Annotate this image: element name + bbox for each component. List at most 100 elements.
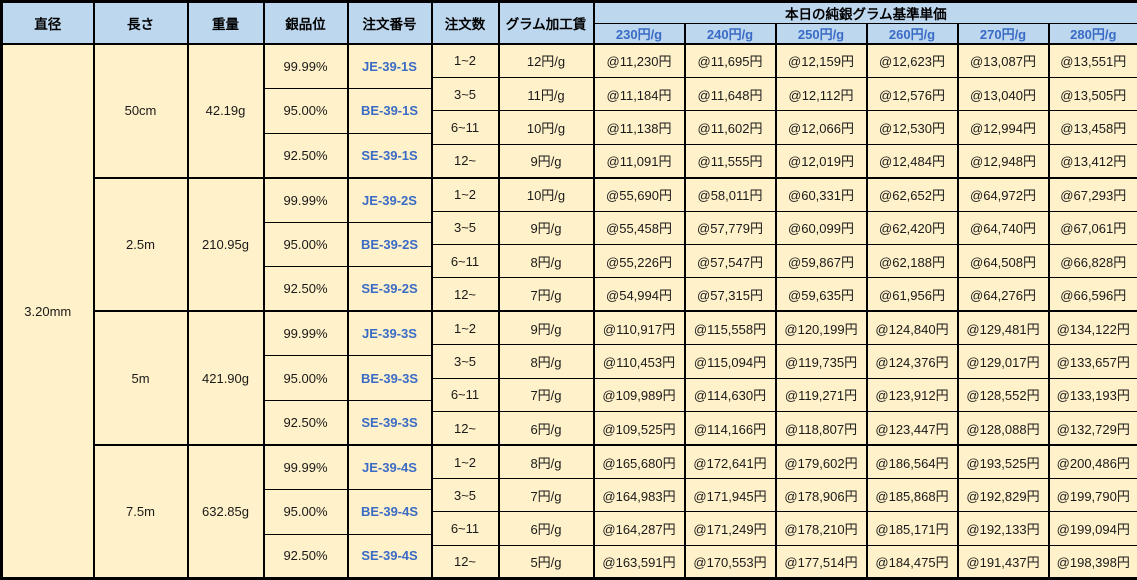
price-cell: @178,210円 — [776, 512, 867, 545]
order-code-link[interactable]: SE-39-2S — [348, 267, 432, 312]
header-purity: 銀品位 — [264, 2, 348, 45]
order-qty-cell: 3~5 — [432, 77, 499, 110]
price-cell: @192,133円 — [958, 512, 1049, 545]
price-cell: @118,807円 — [776, 412, 867, 445]
weight-cell: 42.19g — [188, 44, 264, 178]
gram-fee-cell: 7円/g — [499, 378, 594, 411]
price-cell: @198,398円 — [1049, 545, 1137, 578]
purity-cell: 95.00% — [264, 356, 348, 401]
purity-cell: 99.99% — [264, 311, 348, 356]
price-cell: @11,138円 — [594, 111, 685, 144]
price-cell: @129,481円 — [958, 311, 1049, 344]
price-cell: @11,091円 — [594, 144, 685, 177]
price-cell: @129,017円 — [958, 345, 1049, 378]
order-code-link[interactable]: SE-39-4S — [348, 534, 432, 579]
order-qty-cell: 1~2 — [432, 445, 499, 478]
header-order-no: 注文番号 — [348, 2, 432, 45]
price-cell: @13,551円 — [1049, 44, 1137, 77]
gram-fee-cell: 6円/g — [499, 512, 594, 545]
price-cell: @12,484円 — [867, 144, 958, 177]
price-cell: @123,447円 — [867, 412, 958, 445]
purity-cell: 95.00% — [264, 89, 348, 134]
order-code-link[interactable]: SE-39-3S — [348, 401, 432, 446]
price-cell: @12,623円 — [867, 44, 958, 77]
price-cell: @66,828円 — [1049, 245, 1137, 278]
price-cell: @12,019円 — [776, 144, 867, 177]
header-rate-250: 250円/g — [776, 24, 867, 45]
purity-cell: 99.99% — [264, 44, 348, 89]
gram-fee-cell: 7円/g — [499, 478, 594, 511]
price-cell: @134,122円 — [1049, 311, 1137, 344]
purity-cell: 99.99% — [264, 178, 348, 223]
price-cell: @62,420円 — [867, 211, 958, 244]
header-rate-230: 230円/g — [594, 24, 685, 45]
gram-fee-cell: 8円/g — [499, 345, 594, 378]
order-qty-cell: 6~11 — [432, 378, 499, 411]
price-cell: @55,226円 — [594, 245, 685, 278]
purity-cell: 92.50% — [264, 401, 348, 446]
order-qty-cell: 12~ — [432, 144, 499, 177]
purity-cell: 92.50% — [264, 267, 348, 312]
order-qty-cell: 12~ — [432, 412, 499, 445]
order-code-link[interactable]: SE-39-1S — [348, 133, 432, 178]
price-cell: @13,040円 — [958, 77, 1049, 110]
order-code-link[interactable]: JE-39-2S — [348, 178, 432, 223]
price-cell: @66,596円 — [1049, 278, 1137, 311]
header-order-qty: 注文数 — [432, 2, 499, 45]
order-code-link[interactable]: JE-39-1S — [348, 44, 432, 89]
order-qty-cell: 1~2 — [432, 178, 499, 211]
price-cell: @133,657円 — [1049, 345, 1137, 378]
price-cell: @61,956円 — [867, 278, 958, 311]
order-code-link[interactable]: BE-39-1S — [348, 89, 432, 134]
length-cell: 50cm — [94, 44, 188, 178]
price-cell: @132,729円 — [1049, 412, 1137, 445]
header-price-group: 本日の純銀グラム基準単価 — [594, 2, 1137, 24]
purity-cell: 95.00% — [264, 222, 348, 267]
order-code-link[interactable]: BE-39-3S — [348, 356, 432, 401]
gram-fee-cell: 9円/g — [499, 144, 594, 177]
order-code-link[interactable]: BE-39-4S — [348, 490, 432, 535]
gram-fee-cell: 9円/g — [499, 211, 594, 244]
price-cell: @191,437円 — [958, 545, 1049, 578]
price-cell: @124,376円 — [867, 345, 958, 378]
purity-cell: 99.99% — [264, 445, 348, 490]
header-rate-260: 260円/g — [867, 24, 958, 45]
order-code-link[interactable]: BE-39-2S — [348, 222, 432, 267]
weight-cell: 632.85g — [188, 445, 264, 579]
price-cell: @59,635円 — [776, 278, 867, 311]
price-cell: @59,867円 — [776, 245, 867, 278]
price-cell: @164,287円 — [594, 512, 685, 545]
gram-fee-cell: 8円/g — [499, 245, 594, 278]
gram-fee-cell: 10円/g — [499, 111, 594, 144]
price-cell: @62,188円 — [867, 245, 958, 278]
price-cell: @192,829円 — [958, 478, 1049, 511]
purity-cell: 95.00% — [264, 490, 348, 535]
price-cell: @115,094円 — [685, 345, 776, 378]
price-cell: @58,011円 — [685, 178, 776, 211]
price-cell: @13,087円 — [958, 44, 1049, 77]
price-cell: @164,983円 — [594, 478, 685, 511]
price-cell: @165,680円 — [594, 445, 685, 478]
length-cell: 5m — [94, 311, 188, 445]
price-cell: @119,735円 — [776, 345, 867, 378]
purity-cell: 92.50% — [264, 534, 348, 579]
price-cell: @170,553円 — [685, 545, 776, 578]
price-cell: @64,508円 — [958, 245, 1049, 278]
order-qty-cell: 6~11 — [432, 111, 499, 144]
price-cell: @55,690円 — [594, 178, 685, 211]
price-cell: @12,576円 — [867, 77, 958, 110]
header-weight: 重量 — [188, 2, 264, 45]
gram-fee-cell: 9円/g — [499, 311, 594, 344]
order-code-link[interactable]: JE-39-4S — [348, 445, 432, 490]
order-code-link[interactable]: JE-39-3S — [348, 311, 432, 356]
price-cell: @120,199円 — [776, 311, 867, 344]
length-cell: 2.5m — [94, 178, 188, 312]
price-cell: @54,994円 — [594, 278, 685, 311]
header-rate-270: 270円/g — [958, 24, 1049, 45]
price-cell: @11,602円 — [685, 111, 776, 144]
gram-fee-cell: 11円/g — [499, 77, 594, 110]
price-cell: @179,602円 — [776, 445, 867, 478]
order-qty-cell: 1~2 — [432, 311, 499, 344]
price-cell: @110,917円 — [594, 311, 685, 344]
